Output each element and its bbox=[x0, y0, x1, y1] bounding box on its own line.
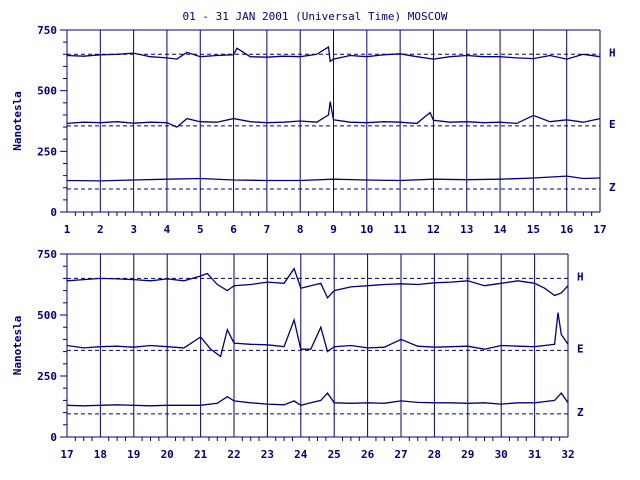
x-tick-label: 11 bbox=[394, 223, 408, 236]
series-line-h bbox=[66, 267, 569, 300]
series-line-e bbox=[66, 101, 601, 128]
x-tick-label: 30 bbox=[495, 448, 508, 461]
y-tick-label: 500 bbox=[37, 85, 57, 98]
series-line-z bbox=[66, 175, 601, 182]
x-tick-label: 14 bbox=[493, 223, 507, 236]
x-tick-label: 8 bbox=[297, 223, 304, 236]
x-tick-label: 29 bbox=[461, 448, 474, 461]
x-tick-label: 32 bbox=[561, 448, 574, 461]
y-axis-label: Nanotesla bbox=[11, 316, 24, 376]
x-tick-label: 1 bbox=[64, 223, 71, 236]
x-tick-label: 7 bbox=[264, 223, 271, 236]
series-label-z: Z bbox=[577, 406, 584, 419]
x-tick-label: 15 bbox=[527, 223, 540, 236]
y-tick-label: 750 bbox=[37, 24, 57, 37]
series-label-e: E bbox=[577, 342, 584, 355]
x-tick-label: 6 bbox=[230, 223, 237, 236]
y-tick-label: 500 bbox=[37, 309, 57, 322]
y-tick-label: 250 bbox=[37, 145, 57, 158]
x-tick-label: 28 bbox=[428, 448, 441, 461]
x-tick-label: 25 bbox=[328, 448, 341, 461]
panel-bottom: 0 250 500 750 17 18 19 20 21 22 23 24 25 26 27 28 29 30 31… bbox=[11, 248, 584, 461]
x-tick-label: 2 bbox=[97, 223, 104, 236]
series-line-e bbox=[66, 312, 569, 358]
series-label-z: Z bbox=[609, 181, 616, 194]
series-line-z bbox=[66, 392, 569, 407]
series-label-e: E bbox=[609, 118, 616, 131]
x-tick-label: 31 bbox=[528, 448, 542, 461]
x-tick-label: 26 bbox=[361, 448, 375, 461]
y-tick-label: 0 bbox=[50, 206, 57, 219]
y-tick-label: 250 bbox=[37, 370, 57, 383]
x-tick-label: 17 bbox=[60, 448, 73, 461]
x-tick-label: 13 bbox=[460, 223, 473, 236]
x-tick-label: 5 bbox=[197, 223, 204, 236]
x-tick-label: 12 bbox=[427, 223, 440, 236]
x-tick-label: 20 bbox=[161, 448, 174, 461]
series-line-h bbox=[66, 45, 601, 63]
x-tick-label: 21 bbox=[194, 448, 208, 461]
y-tick-label: 0 bbox=[50, 431, 57, 444]
x-tick-label: 22 bbox=[227, 448, 240, 461]
x-tick-label: 24 bbox=[294, 448, 308, 461]
x-tick-label: 16 bbox=[560, 223, 574, 236]
x-tick-label: 3 bbox=[130, 223, 137, 236]
x-tick-label: 17 bbox=[593, 223, 606, 236]
series-label-h: H bbox=[609, 46, 616, 59]
x-tick-label: 10 bbox=[360, 223, 373, 236]
x-tick-label: 27 bbox=[394, 448, 407, 461]
y-axis-label: Nanotesla bbox=[11, 91, 24, 151]
x-tick-label: 23 bbox=[261, 448, 274, 461]
chart-title: 01 - 31 JAN 2001 (Universal Time) MOSCOW bbox=[183, 10, 448, 23]
x-tick-label: 18 bbox=[94, 448, 107, 461]
x-tick-label: 4 bbox=[164, 223, 171, 236]
y-tick-label: 750 bbox=[37, 248, 57, 261]
x-tick-label: 9 bbox=[330, 223, 337, 236]
series-label-h: H bbox=[577, 270, 584, 283]
x-tick-label: 19 bbox=[127, 448, 140, 461]
